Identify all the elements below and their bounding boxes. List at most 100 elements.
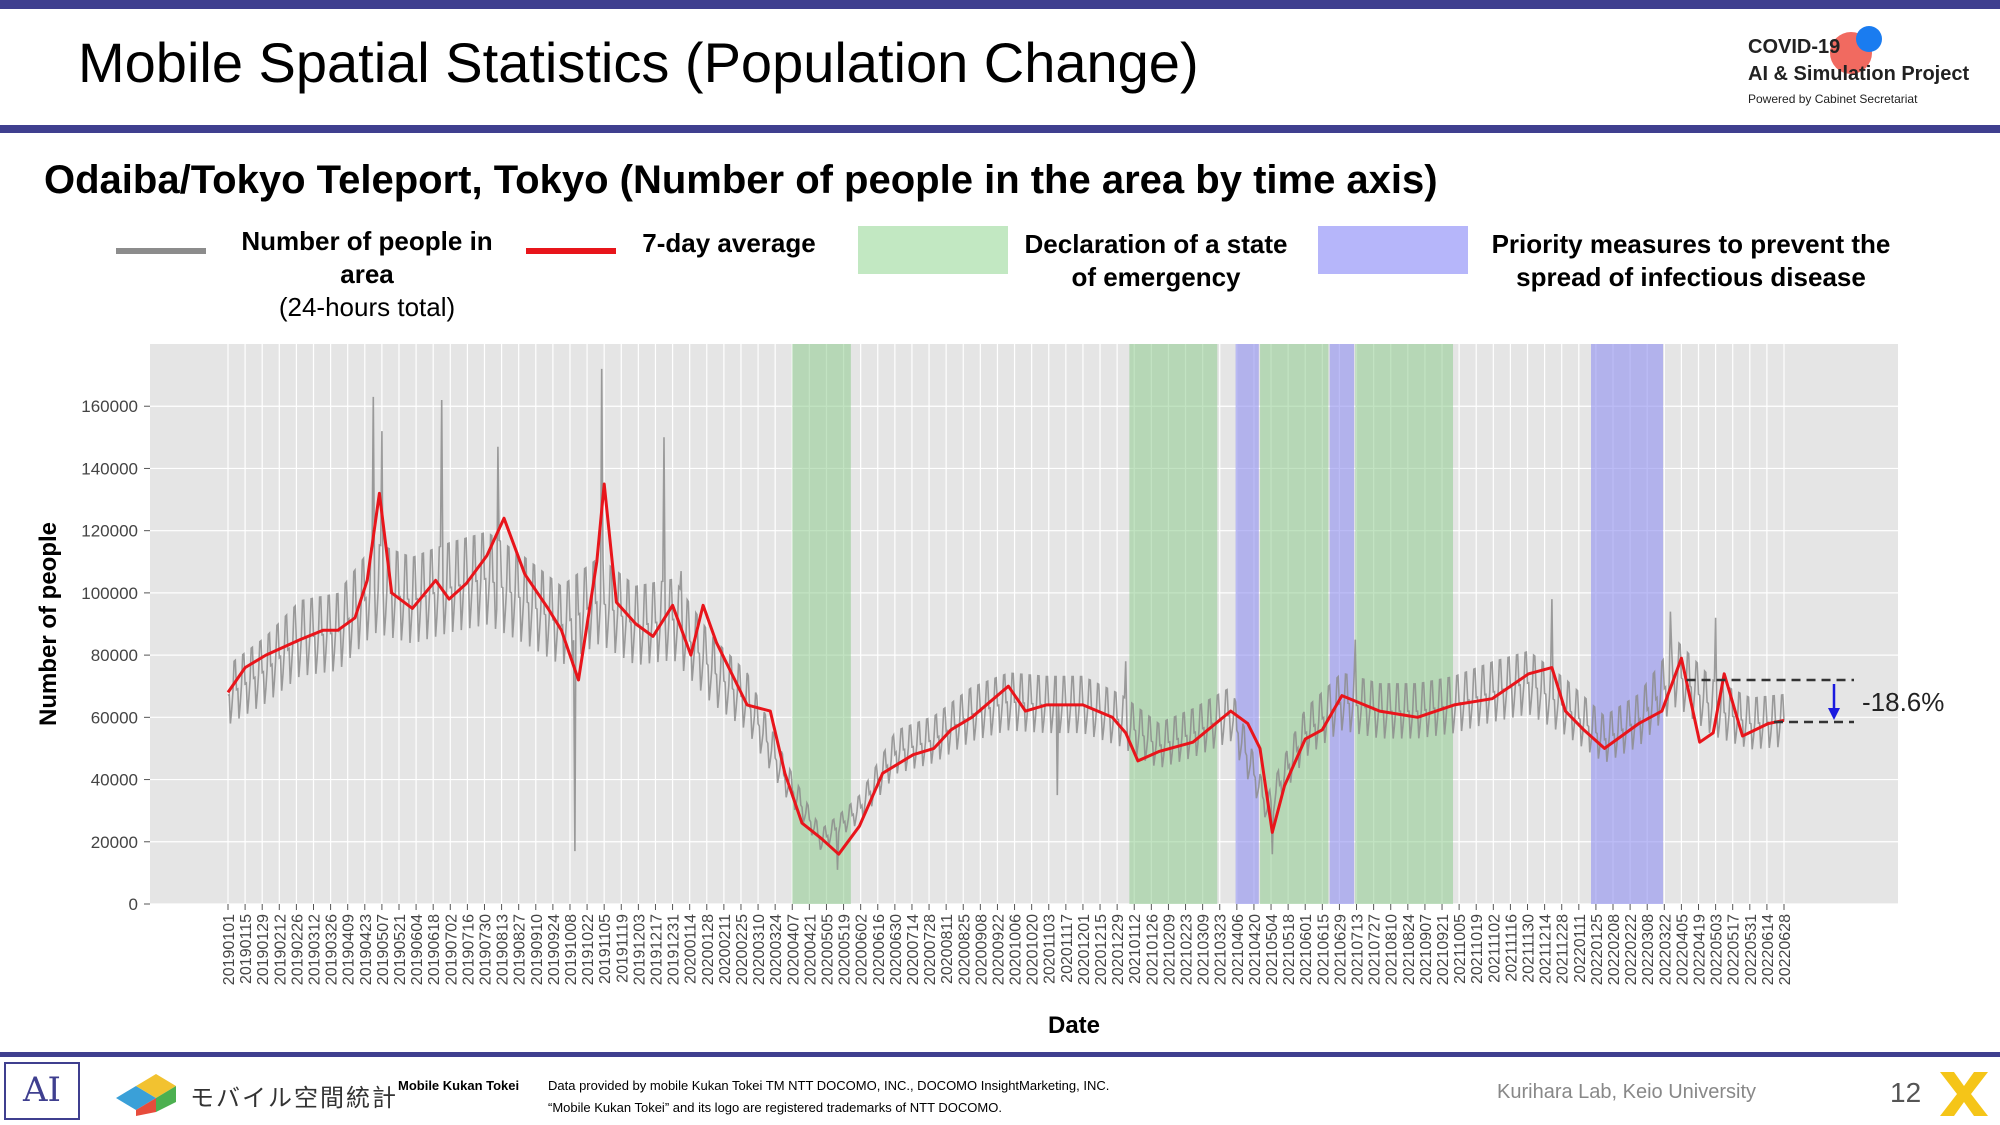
y-axis-label: Number of people	[35, 522, 62, 726]
x-tick-label: 20190521	[392, 914, 409, 985]
x-tick-label: 20211228	[1555, 914, 1572, 984]
x-tick-label: 20200114	[683, 914, 700, 984]
emergency-period-band	[1355, 344, 1454, 904]
x-tick-label: 20200922	[990, 914, 1007, 985]
x-tick-label: 20191105	[597, 914, 614, 984]
legend-green-line1: Declaration of a state	[1024, 229, 1288, 259]
footer-accent-bar	[0, 1052, 2000, 1057]
x-tick-label: 20190813	[495, 914, 512, 985]
x-tick-label: 20210713	[1350, 914, 1367, 985]
legend-red-swatch	[526, 248, 616, 254]
x-tick-label: 20200128	[700, 914, 717, 985]
x-tick-label: 20201229	[1110, 914, 1127, 985]
x-tick-label: 20211214	[1538, 914, 1555, 984]
x-tick-label: 20191022	[580, 914, 597, 985]
x-tick-label: 20190507	[375, 914, 392, 985]
x-tick-label: 20200630	[888, 914, 905, 985]
x-tick-label: 20201103	[1042, 914, 1059, 984]
x-tick-label: 20201215	[1093, 914, 1110, 985]
x-tick-label: 20210907	[1418, 914, 1435, 985]
x-tick-label: 20190910	[529, 914, 546, 985]
x-tick-label: 20201201	[1076, 914, 1093, 985]
x-tick-label: 20210309	[1196, 914, 1213, 985]
x-tick-label: 20220614	[1760, 914, 1777, 985]
x-tick-label: 20210504	[1264, 914, 1281, 985]
x-tick-label: 20190924	[546, 914, 563, 985]
x-tick-label: 20200616	[871, 914, 888, 985]
x-tick-label: 20200211	[717, 914, 734, 984]
x-tick-label: 20190212	[272, 914, 289, 985]
y-tick-label: 0	[129, 895, 138, 914]
daily-people-line	[227, 368, 1785, 870]
legend-green-label: Declaration of a state of emergency	[1014, 228, 1298, 294]
x-tick-label: 20220405	[1674, 914, 1691, 985]
x-tick-label: 20190730	[477, 914, 494, 985]
x-tick-label: 20200407	[785, 914, 802, 985]
page-title: Mobile Spatial Statistics (Population Ch…	[78, 31, 1199, 94]
x-logo-icon	[1940, 1072, 1988, 1116]
y-tick-label: 140000	[81, 459, 138, 478]
x-tick-label: 20210112	[1127, 914, 1144, 984]
chart-subtitle: Odaiba/Tokyo Teleport, Tokyo (Number of …	[44, 158, 1438, 202]
x-tick-label: 20200324	[768, 914, 785, 985]
legend-blue-line1: Priority measures to prevent the	[1491, 229, 1891, 259]
x-tick-label: 20190827	[512, 914, 529, 985]
y-tick-label: 60000	[91, 708, 138, 727]
x-tick-label: 20220125	[1589, 914, 1606, 985]
x-tick-label: 20200310	[751, 914, 768, 985]
mk-label: Mobile Kukan Tokei	[398, 1078, 520, 1093]
x-tick-label: 20211005	[1452, 914, 1469, 984]
x-tick-label: 20220111	[1572, 914, 1589, 983]
x-tick-label: 20220517	[1726, 914, 1743, 985]
x-tick-label: 20200421	[802, 914, 819, 985]
x-tick-label: 20220628	[1777, 914, 1794, 985]
x-axis-label: Date	[1048, 1012, 1100, 1039]
logo-line-2: AI & Simulation Project	[1748, 63, 1970, 85]
x-tick-label: 20200825	[956, 914, 973, 985]
priority-period-band	[1591, 344, 1664, 904]
x-tick-label: 20191203	[631, 914, 648, 985]
x-tick-label: 20210824	[1401, 914, 1418, 985]
x-tick-label: 20200811	[939, 914, 956, 984]
legend-gray-title: Number of people in area	[241, 226, 493, 289]
logo-blue-dot	[1856, 26, 1882, 52]
x-tick-label: 20210615	[1315, 914, 1332, 985]
x-tick-label: 20220419	[1692, 914, 1709, 985]
x-tick-label: 20200519	[837, 914, 854, 985]
seven-day-average-line	[226, 482, 1785, 856]
x-tick-label: 20190702	[443, 914, 460, 985]
data-credit-line-1: Data provided by mobile Kukan Tokei TM N…	[548, 1078, 1110, 1093]
x-tick-label: 20190326	[324, 914, 341, 985]
data-credit-line-2: “Mobile Kukan Tokei” and its logo are re…	[548, 1100, 1002, 1115]
legend-green-swatch	[858, 226, 1008, 274]
x-tick-label: 20210406	[1230, 914, 1247, 985]
legend-blue-line2: spread of infectious disease	[1516, 262, 1866, 292]
x-tick-label: 20191217	[648, 914, 665, 985]
x-tick-label: 20200728	[922, 914, 939, 985]
x-tick-label: 20191008	[563, 914, 580, 985]
y-tick-label: 120000	[81, 522, 138, 541]
annotation-label: -18.6%	[1862, 687, 1944, 717]
emergency-period-band	[1129, 344, 1218, 904]
x-tick-label: 20190409	[341, 914, 358, 985]
top-accent-bar	[0, 0, 2000, 9]
legend-gray-swatch	[116, 248, 206, 254]
legend-blue-label: Priority measures to prevent the spread …	[1474, 228, 1908, 294]
x-tick-label: 20200714	[905, 914, 922, 985]
x-tick-label: 20201117	[1059, 914, 1076, 983]
x-tick-label: 20211116	[1503, 914, 1520, 982]
x-tick-label: 20210601	[1298, 914, 1315, 985]
annotation-arrow-head	[1828, 708, 1840, 720]
x-tick-label: 20210420	[1247, 914, 1264, 985]
legend-gray-label: Number of people in area (24-hours total…	[212, 225, 522, 324]
x-tick-label: 20190101	[221, 914, 238, 985]
x-tick-label: 20200505	[819, 914, 836, 985]
x-tick-label: 20190716	[460, 914, 477, 985]
x-tick-label: 20190129	[255, 914, 272, 985]
logo-line-3: Powered by Cabinet Secretariat	[1748, 92, 1918, 106]
x-tick-label: 20200908	[973, 914, 990, 985]
x-tick-label: 20220308	[1640, 914, 1657, 985]
x-tick-label: 20210810	[1384, 914, 1401, 985]
cube-logo-icon	[116, 1074, 176, 1116]
header-underline	[0, 125, 2000, 133]
